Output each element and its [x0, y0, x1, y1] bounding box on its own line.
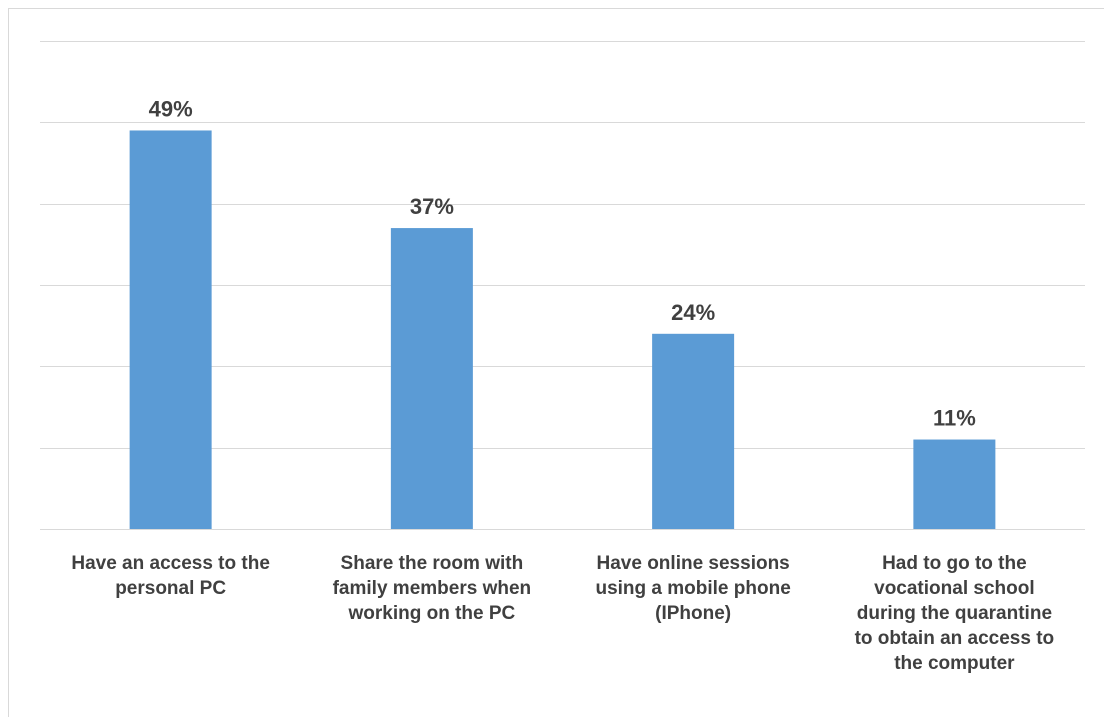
category-label-line: using a mobile phone — [595, 578, 791, 599]
bar-3 — [652, 333, 735, 529]
gridlines — [40, 41, 1085, 530]
category-label-1: Have an access to the personal PC — [46, 551, 296, 601]
category-label-line: during the quarantine — [856, 603, 1053, 624]
category-label-line: vocational school — [874, 578, 1035, 599]
bars — [129, 130, 996, 530]
category-label-line: family members when — [332, 578, 532, 599]
data-label-4: 11% — [933, 406, 976, 431]
category-label-2: Share the room with family members when wo… — [307, 551, 557, 626]
category-label-line: personal PC — [115, 578, 227, 599]
category-label-line: (IPhone) — [655, 603, 732, 624]
chart-frame — [8, 8, 1104, 717]
category-label-line: working on the PC — [348, 603, 516, 624]
data-label-2: 37% — [410, 194, 454, 219]
bar-1 — [129, 130, 212, 529]
category-label-line: Share the room with — [340, 553, 524, 574]
bar-2 — [390, 228, 473, 530]
data-label-1: 49% — [149, 96, 193, 121]
category-label-3: Have online sessions using a mobile phone… — [568, 551, 818, 626]
category-label-line: the computer — [894, 653, 1015, 674]
category-label-line: Had to go to the — [882, 553, 1027, 574]
category-label-line: to obtain an access to — [854, 628, 1055, 649]
data-labels: 49% 37% 24% 11% — [149, 96, 976, 430]
category-label-line: Have online sessions — [596, 553, 790, 574]
bar-4 — [913, 439, 996, 529]
data-label-3: 24% — [671, 300, 715, 325]
category-label-4: Had to go to the vocational school during … — [829, 551, 1079, 676]
category-label-line: Have an access to the — [71, 553, 270, 574]
